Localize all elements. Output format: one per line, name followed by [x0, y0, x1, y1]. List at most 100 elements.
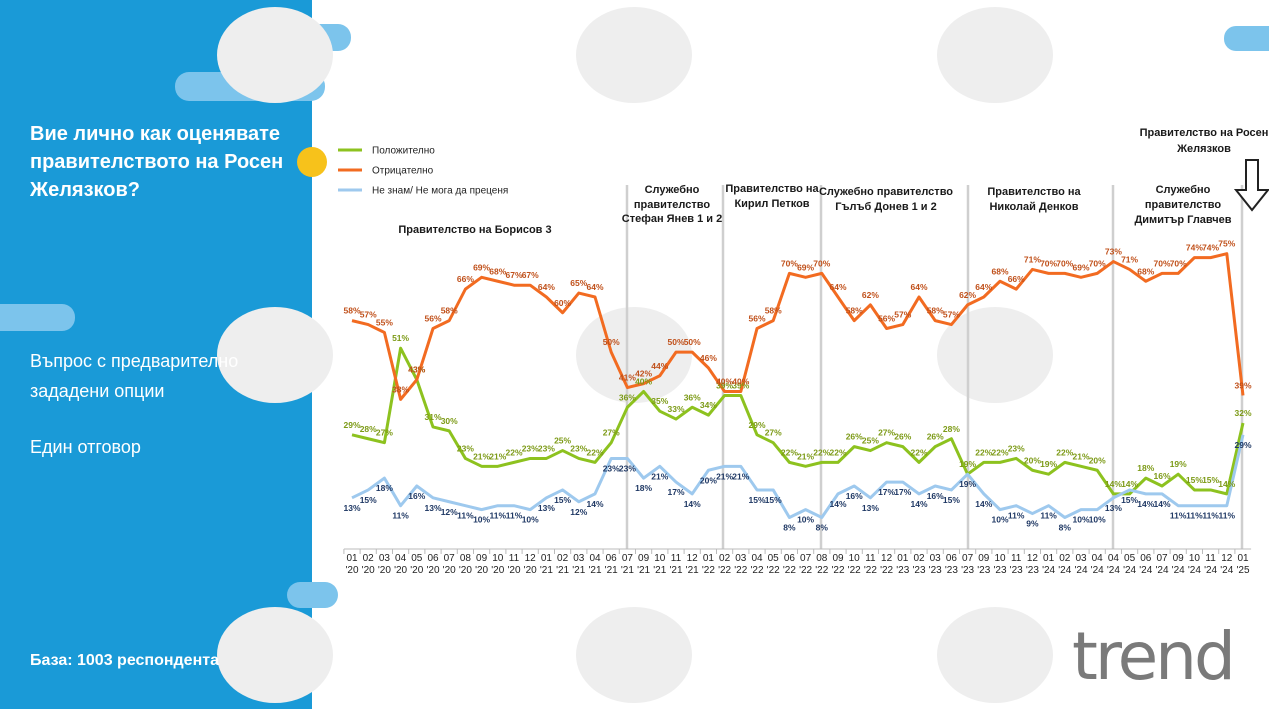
data-label: 50%: [603, 337, 620, 347]
data-label: 16%: [1153, 471, 1170, 481]
data-label: 46%: [700, 353, 717, 363]
x-tick-label: 07 '21: [620, 553, 634, 576]
data-label: 21%: [473, 451, 490, 461]
data-label: 17%: [667, 487, 684, 497]
data-label: 58%: [927, 306, 944, 316]
arrow: [1233, 159, 1269, 212]
data-label: 57%: [943, 310, 960, 320]
data-label: 27%: [376, 428, 393, 438]
data-label: 32%: [1234, 408, 1251, 418]
data-label: 25%: [862, 436, 879, 446]
data-label: 22%: [829, 447, 846, 457]
annotation: Кирил Петков: [734, 198, 809, 210]
data-label: 14%: [1137, 499, 1154, 509]
data-label: 14%: [1153, 499, 1170, 509]
data-label: 23%: [522, 443, 539, 453]
data-label: 26%: [927, 432, 944, 442]
data-label: 10%: [473, 515, 490, 525]
series-line: [351, 434, 1245, 519]
x-tick-label: 08 '22: [815, 553, 829, 576]
data-label: 74%: [1186, 243, 1203, 253]
x-tick-label: 03 '24: [1074, 553, 1088, 576]
data-label: 15%: [943, 495, 960, 505]
x-tick-label: 03 '21: [572, 553, 586, 576]
x-tick-label: 01 '20: [345, 553, 359, 576]
series-line: [351, 346, 1245, 496]
data-label: 66%: [457, 274, 474, 284]
x-tick-label: 06 '24: [1139, 553, 1153, 576]
data-label: 58%: [441, 306, 458, 316]
x-tick-label: 02 '20: [361, 553, 375, 576]
data-label: 19%: [959, 459, 976, 469]
x-tick-label: 06 '20: [426, 553, 440, 576]
x-tick-label: 10 '24: [1187, 553, 1201, 576]
data-label: 40%: [716, 377, 733, 387]
data-label: 13%: [1105, 503, 1122, 513]
x-tick-label: 02 '23: [912, 553, 926, 576]
data-label: 70%: [1056, 258, 1073, 268]
data-label: 11%: [1219, 511, 1236, 521]
data-label: 50%: [667, 337, 684, 347]
data-label: 40%: [635, 377, 652, 387]
data-label: 66%: [1008, 274, 1025, 284]
data-label: 64%: [910, 282, 927, 292]
data-label: 14%: [975, 499, 992, 509]
data-label: 10%: [1089, 515, 1106, 525]
x-tick-label: 05 '24: [1123, 553, 1137, 576]
x-tick-label: 06 '22: [782, 553, 796, 576]
annotation: Правителство на Росен: [1140, 127, 1269, 139]
data-label: 15%: [1202, 475, 1219, 485]
note: Един отговор: [30, 437, 141, 457]
data-label: 11%: [457, 511, 474, 521]
x-tick-label: 04 '22: [750, 553, 764, 576]
x-tick-label: 06 '21: [604, 553, 618, 576]
data-label: 10%: [991, 515, 1008, 525]
x-tick-label: 07 '24: [1155, 553, 1169, 576]
data-label: 16%: [408, 491, 425, 501]
x-tick-label: 11 '23: [1009, 553, 1023, 576]
data-label: 70%: [1040, 258, 1057, 268]
data-label: 39%: [732, 380, 749, 390]
data-label: 56%: [748, 314, 765, 324]
x-tick-label: 04 '24: [1106, 553, 1120, 576]
data-label: 55%: [376, 317, 393, 327]
data-label: 22%: [975, 447, 992, 457]
watermarks: [217, 7, 1053, 703]
x-tick-label: 01 '23: [896, 553, 910, 576]
data-label: 10%: [522, 515, 539, 525]
data-label: 74%: [1202, 243, 1219, 253]
data-label: 15%: [1121, 495, 1138, 505]
data-label: 20%: [1089, 455, 1106, 465]
data-label: 27%: [603, 428, 620, 438]
data-label: 9%: [1026, 519, 1039, 529]
data-label: 23%: [457, 443, 474, 453]
data-label: 16%: [846, 491, 863, 501]
annotation: Служебно: [645, 184, 700, 196]
data-label: 51%: [392, 333, 409, 343]
data-label: 21%: [489, 451, 506, 461]
data-label: 69%: [797, 262, 814, 272]
x-tick-label: 10 '23: [993, 553, 1007, 576]
data-label: 19%: [959, 479, 976, 489]
data-label: 29%: [1234, 440, 1251, 450]
data-label: 26%: [846, 432, 863, 442]
data-label: 70%: [1153, 258, 1170, 268]
data-label: 58%: [343, 306, 360, 316]
data-label: 13%: [862, 503, 879, 513]
x-tick-label: 11 '20: [507, 553, 521, 576]
x-tick-label: 02 '24: [1058, 553, 1072, 576]
data-label: 18%: [635, 483, 652, 493]
legend-label: Отрицателно: [372, 166, 434, 177]
data-label: 68%: [1137, 266, 1154, 276]
data-label: 13%: [424, 503, 441, 513]
data-label: 11%: [1186, 511, 1203, 521]
data-label: 57%: [360, 310, 377, 320]
data-label: 15%: [554, 495, 571, 505]
data-label: 31%: [424, 412, 441, 422]
decor: [287, 582, 338, 608]
data-label: 23%: [603, 463, 620, 473]
x-tick-label: 08 '20: [458, 553, 472, 576]
data-label: 58%: [846, 306, 863, 316]
